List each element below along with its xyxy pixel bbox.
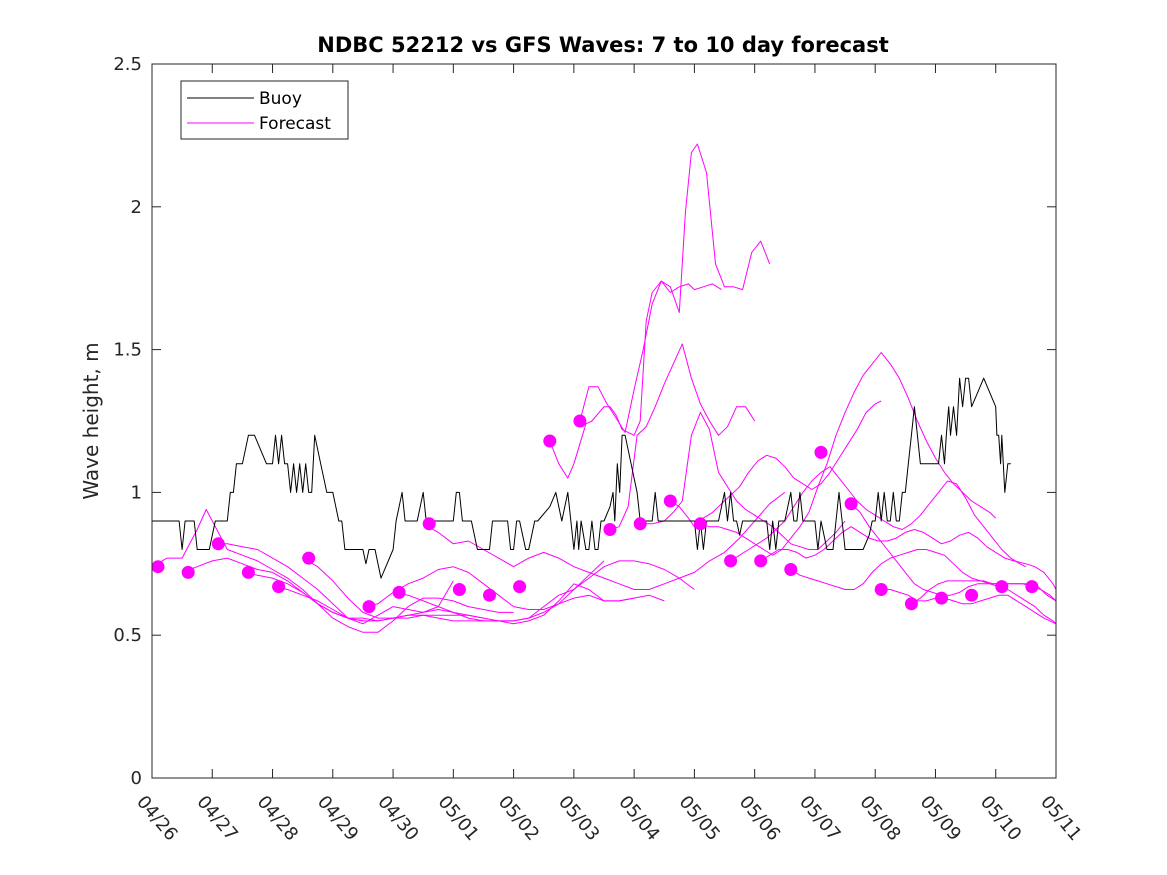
forecast-marker — [241, 565, 255, 579]
forecast-marker — [392, 585, 406, 599]
forecast-marker — [422, 517, 436, 531]
plot-area — [152, 64, 1056, 778]
forecast-marker — [302, 551, 316, 565]
forecast-line-7 — [362, 566, 665, 610]
forecast-line-18 — [790, 549, 1057, 625]
forecast-line-10 — [549, 280, 722, 479]
forecast-marker — [784, 563, 798, 576]
buoy-line — [152, 377, 1011, 579]
legend-box — [180, 80, 349, 140]
legend-forecast-label: Forecast — [259, 114, 331, 134]
forecast-marker — [724, 554, 738, 568]
forecast-marker — [844, 497, 858, 511]
forecast-marker — [483, 588, 496, 602]
y-tick-label: 0 — [131, 768, 142, 789]
forecast-line-3 — [212, 543, 454, 625]
chart-title: NDBC 52212 vs GFS Waves: 7 to 10 day for… — [317, 33, 888, 57]
forecast-marker — [754, 554, 768, 568]
forecast-marker — [573, 414, 587, 428]
forecast-line-17 — [760, 526, 1057, 590]
forecast-marker — [181, 565, 195, 579]
forecast-marker — [362, 600, 376, 614]
y-tick-label: 2.5 — [113, 54, 142, 75]
forecast-marker — [603, 523, 617, 536]
forecast-marker — [693, 517, 707, 531]
forecast-marker — [904, 597, 918, 611]
y-tick-label: 0.5 — [113, 625, 142, 646]
series-layer — [151, 143, 1057, 633]
y-tick-label: 1.5 — [113, 340, 142, 361]
y-tick-label: 2 — [131, 197, 142, 218]
forecast-line-2 — [181, 557, 484, 622]
y-axis-label: Wave height, m — [79, 342, 103, 499]
forecast-marker — [513, 580, 527, 594]
forecast-marker — [151, 560, 165, 574]
forecast-line-16 — [730, 466, 1027, 568]
forecast-line-13 — [640, 411, 846, 550]
forecast-marker — [211, 537, 225, 551]
forecast-marker — [1025, 580, 1039, 594]
forecast-marker — [995, 580, 1009, 594]
y-tick-label: 1 — [131, 482, 142, 503]
forecast-marker — [272, 580, 286, 594]
forecast-marker — [543, 434, 557, 448]
forecast-line-12 — [609, 343, 756, 530]
forecast-marker — [874, 583, 888, 596]
forecast-line-5 — [272, 560, 605, 622]
forecast-marker — [452, 583, 466, 596]
legend-buoy-label: Buoy — [259, 89, 302, 109]
forecast-marker — [965, 588, 979, 602]
forecast-line-11 — [579, 143, 771, 433]
axes-box — [151, 63, 1057, 779]
forecast-marker — [935, 591, 948, 605]
forecast-line-15 — [700, 352, 997, 556]
forecast-marker — [814, 445, 828, 459]
forecast-line-20 — [881, 589, 1057, 625]
legend: Buoy Forecast — [180, 80, 349, 140]
forecast-marker — [633, 517, 647, 531]
forecast-line-4 — [242, 571, 514, 633]
forecast-marker — [663, 494, 677, 508]
forecast-line-8 — [393, 560, 695, 622]
